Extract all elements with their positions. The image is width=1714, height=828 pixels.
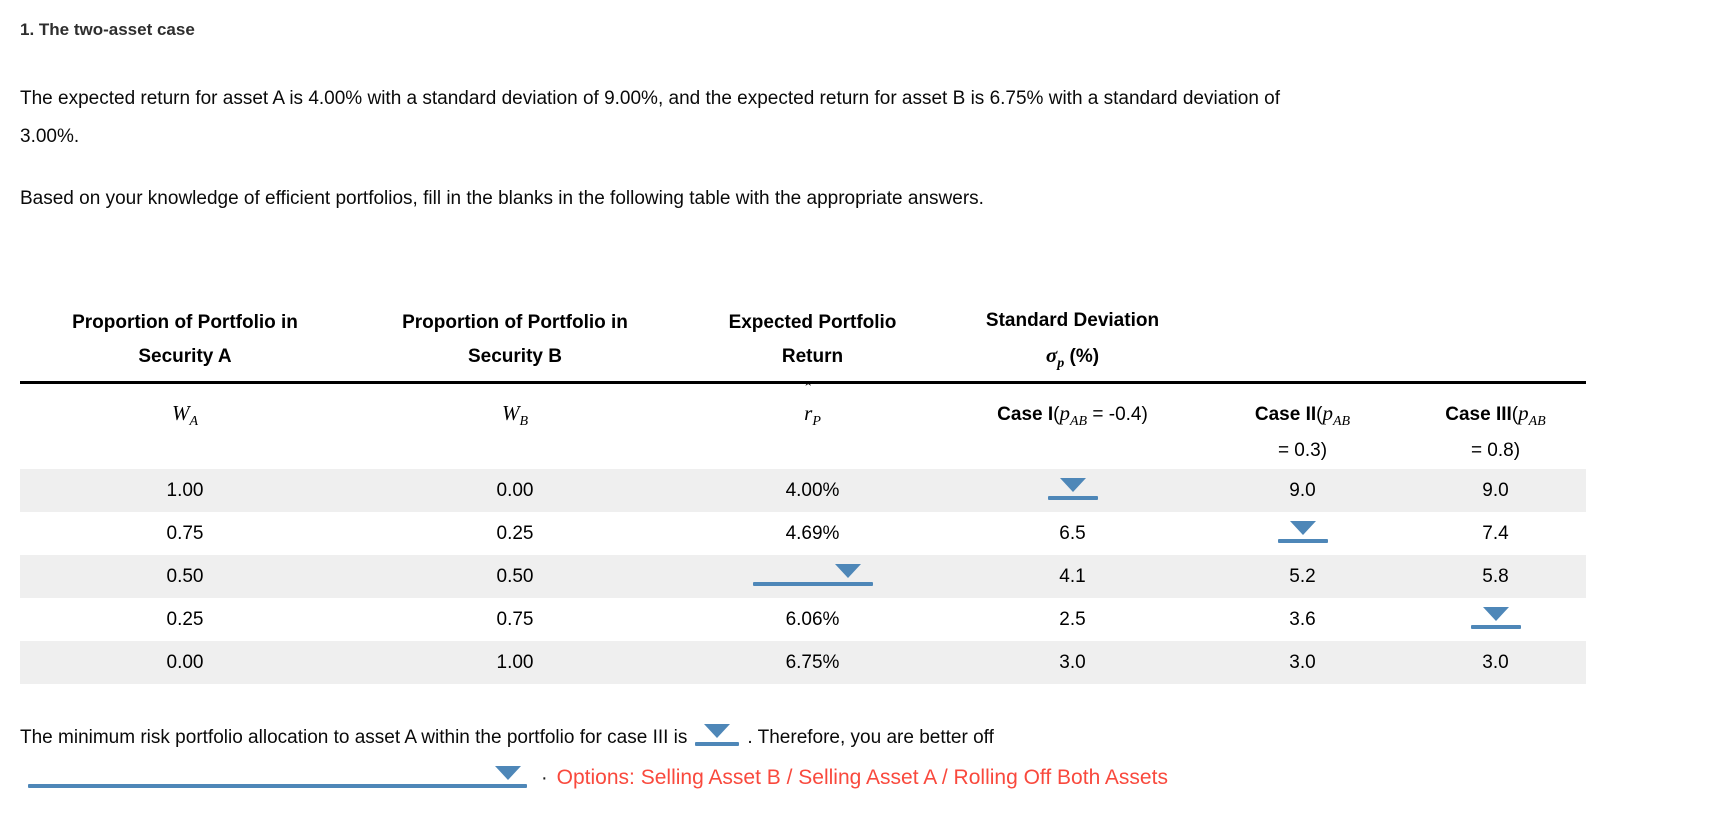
blank-underline: [1470, 625, 1521, 630]
col-header-text: Return: [781, 346, 844, 367]
conclusion-text-post: . Therefore, you are better off: [747, 727, 994, 748]
dropdown-arrow-icon: [704, 724, 731, 738]
col-header-security-a: Proportion of Portfolio in Security A: [20, 300, 350, 384]
cell-case2: 5.2: [1200, 555, 1405, 598]
table-header-row: Proportion of Portfolio in Security A Pr…: [20, 300, 1586, 384]
col-header-text: Security A: [138, 346, 232, 367]
cell-case3: [1405, 598, 1586, 641]
case-ii-line1: Case II(pAB: [1254, 401, 1351, 429]
dropdown-arrow-icon: [1482, 607, 1509, 622]
col-header-text: Proportion of Portfolio in: [402, 312, 628, 333]
cell-case3: 7.4: [1482, 522, 1509, 544]
cell-case2: 9.0: [1200, 469, 1405, 512]
cell-wa: 0.50: [20, 555, 350, 598]
symbol-rp: ˆ rP: [804, 380, 821, 429]
cell-rp: 6.06%: [785, 608, 840, 630]
case-iii-line1: Case III(pAB: [1445, 401, 1546, 429]
cell-case1: 6.5: [1059, 522, 1086, 544]
dropdown-arrow-icon: [495, 766, 521, 780]
blank-underline: [28, 784, 527, 788]
answer-dropdown[interactable]: [1470, 607, 1521, 630]
hat-accent: ˆ: [805, 380, 812, 399]
col-header-text: Proportion of Portfolio in: [72, 312, 298, 333]
col-header-text: Security B: [468, 346, 562, 367]
cell-wb: 1.00: [350, 641, 680, 684]
case-iii-header: Case III(pAB = 0.8): [1405, 383, 1586, 470]
better-off-dropdown[interactable]: [28, 764, 527, 788]
answer-dropdown[interactable]: [1277, 521, 1328, 544]
cell-wb: 0.75: [496, 608, 534, 630]
blank-underline: [695, 742, 740, 746]
blank-underline: [1277, 539, 1328, 544]
dot-separator: ·: [541, 767, 548, 789]
blank-underline: [752, 582, 873, 587]
symbol-row: WA WB ˆ rP Case I(pAB = -0.4) Case II(pAB…: [20, 380, 1586, 470]
cell-rp: 6.75%: [680, 641, 945, 684]
answer-dropdown[interactable]: [752, 564, 873, 587]
sigma-subscript: p: [1057, 355, 1065, 371]
cell-case3: 3.0: [1405, 641, 1586, 684]
cell-case3: 9.0: [1405, 469, 1586, 512]
case-ii-header: Case II(pAB = 0.3): [1200, 383, 1405, 470]
cell-case1: 3.0: [945, 641, 1200, 684]
cell-case1: [945, 469, 1200, 512]
sigma-percent: (%): [1064, 346, 1100, 367]
cell-case2: [1200, 512, 1405, 555]
cell-wa: 0.25: [166, 608, 204, 630]
col-header-empty: [1405, 300, 1586, 384]
cell-wb: 0.00: [350, 469, 680, 512]
sigma-symbol: σ: [1045, 343, 1058, 367]
col-header-text: Standard Deviation: [985, 310, 1160, 331]
portfolio-table: Proportion of Portfolio in Security A Pr…: [20, 300, 1586, 684]
case-iii-line2: = 0.8): [1470, 440, 1521, 461]
col-header-standard-deviation: Standard Deviation σp (%): [945, 300, 1200, 384]
intro-text-line2: 3.00%.: [20, 126, 80, 147]
dropdown-arrow-icon: [834, 564, 861, 579]
cell-wa: 0.75: [166, 522, 204, 544]
conclusion-text-pre: The minimum risk portfolio allocation to…: [20, 727, 688, 748]
cell-wa: 0.00: [20, 641, 350, 684]
table-row: 0.50 0.50 4.1 5.2 5.8: [20, 555, 1586, 598]
cell-case2: 3.6: [1289, 608, 1316, 630]
case-ii-line2: = 0.3): [1277, 440, 1328, 461]
instruction-text: Based on your knowledge of efficient por…: [20, 188, 984, 209]
cell-case1: 2.5: [1059, 608, 1086, 630]
dropdown-arrow-icon: [1059, 478, 1086, 493]
col-header-empty: [1200, 300, 1405, 384]
cell-case3: 5.8: [1405, 555, 1586, 598]
dropdown-arrow-icon: [1289, 521, 1316, 536]
table-row: 0.00 1.00 6.75% 3.0 3.0 3.0: [20, 641, 1586, 684]
question-title: 1. The two-asset case: [20, 20, 195, 39]
min-risk-allocation-dropdown[interactable]: [695, 724, 740, 746]
col-header-text: Expected Portfolio: [728, 312, 897, 333]
answer-dropdown[interactable]: [1047, 478, 1098, 501]
col-header-sigma: σp (%): [947, 338, 1198, 374]
cell-rp: 4.69%: [785, 522, 840, 544]
col-header-expected-return: Expected Portfolio Return: [680, 300, 945, 384]
table-row: 0.25 0.75 6.06% 2.5 3.6: [20, 598, 1586, 641]
case-i-header: Case I(pAB = -0.4): [997, 401, 1148, 429]
col-header-security-b: Proportion of Portfolio in Security B: [350, 300, 680, 384]
cell-case1: 4.1: [945, 555, 1200, 598]
options-text: Options: Selling Asset B / Selling Asset…: [556, 766, 1168, 789]
table-row: 0.75 0.25 4.69% 6.5 7.4: [20, 512, 1586, 555]
symbol-wb: WB: [501, 401, 529, 429]
blank-underline: [1047, 496, 1098, 501]
cell-wb: 0.25: [496, 522, 534, 544]
better-off-line: · Options: Selling Asset B / Selling Asse…: [28, 764, 1168, 790]
symbol-wa: WA: [171, 401, 199, 429]
cell-wb: 0.50: [350, 555, 680, 598]
cell-rp: 4.00%: [680, 469, 945, 512]
conclusion-line: The minimum risk portfolio allocation to…: [20, 724, 994, 749]
intro-text-line1: The expected return for asset A is 4.00%…: [20, 88, 1281, 109]
cell-rp: [680, 555, 945, 598]
cell-wa: 1.00: [20, 469, 350, 512]
cell-case2: 3.0: [1200, 641, 1405, 684]
table-row: 1.00 0.00 4.00% 9.0 9.0: [20, 469, 1586, 512]
